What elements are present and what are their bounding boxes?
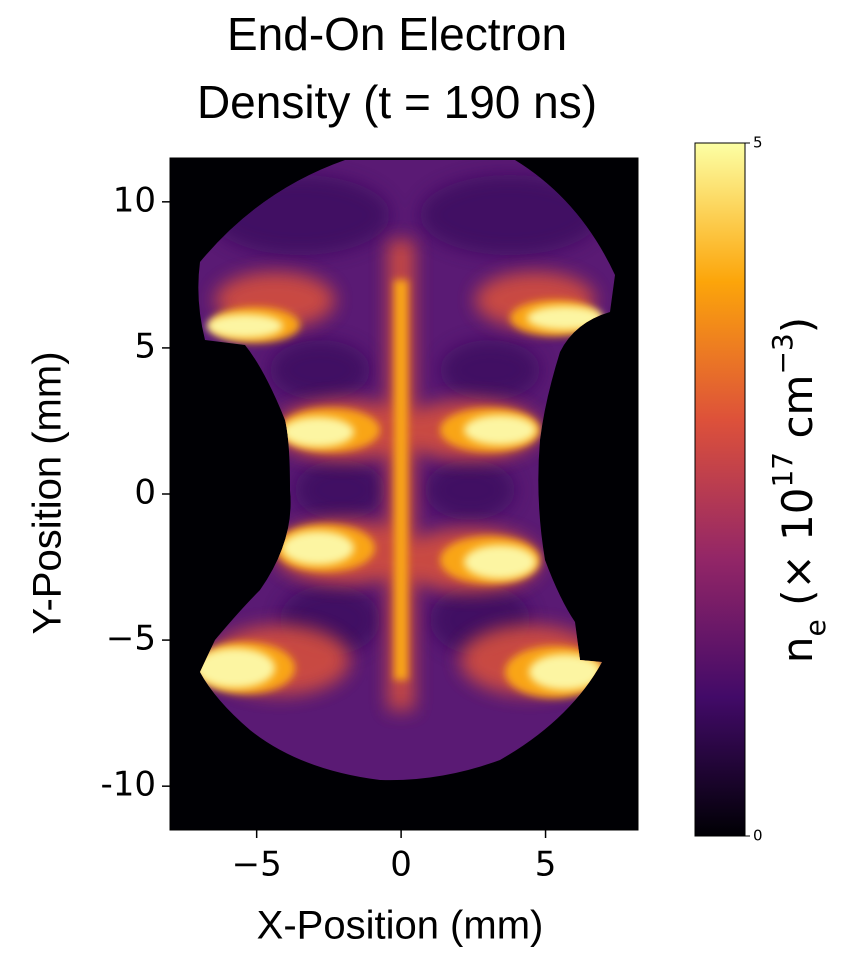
colorbar-label-part: (× 10 bbox=[773, 488, 822, 620]
colorbar-label-part: e bbox=[799, 619, 832, 636]
colorbar-label-part: cm bbox=[773, 375, 822, 452]
y-tick-label: −5 bbox=[106, 619, 156, 659]
x-axis-label: X-Position (mm) bbox=[257, 904, 544, 948]
y-tick-label: 0 bbox=[134, 473, 156, 513]
y-tick-label: 10 bbox=[113, 180, 156, 220]
chart-title: Density (t = 190 ns) bbox=[197, 76, 597, 128]
chart-title: End-On Electron bbox=[227, 8, 567, 60]
colorbar-tick-label: 5 bbox=[753, 134, 763, 152]
colorbar-label-part: −3 bbox=[766, 333, 799, 374]
colorbar-label-part: 17 bbox=[766, 452, 799, 488]
x-tick-label: 5 bbox=[535, 845, 557, 885]
colorbar-label-part: ) bbox=[773, 317, 822, 333]
x-tick-label: −5 bbox=[232, 845, 282, 885]
x-tick-label: 0 bbox=[390, 845, 412, 885]
colorbar-label: ne (× 1017 cm−3) bbox=[766, 317, 832, 663]
y-tick-label: -10 bbox=[100, 765, 156, 805]
colorbar-label-part: n bbox=[773, 637, 822, 664]
y-axis-label: Y-Position (mm) bbox=[26, 351, 70, 634]
colorbar bbox=[694, 142, 746, 837]
density-image bbox=[170, 158, 638, 830]
y-tick-label: 5 bbox=[134, 326, 156, 366]
colorbar-tick-label: 0 bbox=[753, 827, 763, 845]
